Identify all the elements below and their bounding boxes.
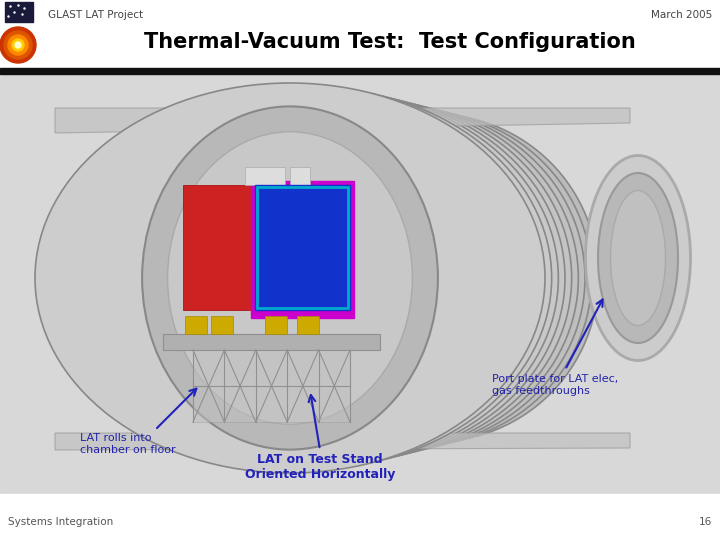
Ellipse shape (123, 94, 565, 461)
Ellipse shape (153, 99, 572, 457)
Bar (0, 68, 720, 74)
Bar (5, 2, 33, 22)
Ellipse shape (94, 91, 558, 465)
Bar (185, 316, 207, 334)
Text: Port plate for LAT elec,
gas feedthroughs: Port plate for LAT elec, gas feedthrough… (492, 374, 618, 396)
Text: LAT on Test Stand
Oriented Horizontally: LAT on Test Stand Oriented Horizontally (245, 453, 395, 481)
Text: Thermal-Vacuum Test:  Test Configuration: Thermal-Vacuum Test: Test Configuration (144, 32, 636, 52)
Bar (193, 350, 350, 422)
Ellipse shape (181, 103, 578, 454)
Ellipse shape (168, 132, 413, 424)
Text: Systems Integration: Systems Integration (8, 517, 113, 527)
Bar (290, 167, 310, 185)
Text: GLAST LAT Project: GLAST LAT Project (48, 10, 143, 20)
Text: LAT rolls into
chamber on floor: LAT rolls into chamber on floor (80, 433, 176, 455)
Bar (0, 74, 720, 494)
Ellipse shape (211, 106, 585, 450)
Polygon shape (55, 108, 630, 133)
Bar (257, 187, 348, 308)
Bar (297, 316, 319, 334)
Bar (251, 181, 354, 318)
Circle shape (15, 42, 21, 48)
Bar (245, 167, 285, 185)
Circle shape (8, 35, 28, 55)
Bar (183, 185, 255, 310)
Polygon shape (55, 433, 630, 450)
Bar (211, 316, 233, 334)
Text: 16: 16 (698, 517, 712, 527)
Ellipse shape (142, 106, 438, 450)
Ellipse shape (585, 156, 690, 361)
Ellipse shape (611, 191, 665, 326)
Ellipse shape (240, 110, 592, 446)
Circle shape (0, 27, 36, 63)
Ellipse shape (64, 87, 552, 469)
Bar (0, 494, 720, 540)
Circle shape (12, 39, 24, 51)
Bar (265, 316, 287, 334)
Bar (163, 334, 380, 350)
Ellipse shape (270, 114, 598, 442)
Bar (255, 185, 350, 310)
Ellipse shape (598, 173, 678, 343)
Ellipse shape (35, 83, 545, 473)
Text: March 2005: March 2005 (651, 10, 712, 20)
Circle shape (4, 31, 32, 59)
